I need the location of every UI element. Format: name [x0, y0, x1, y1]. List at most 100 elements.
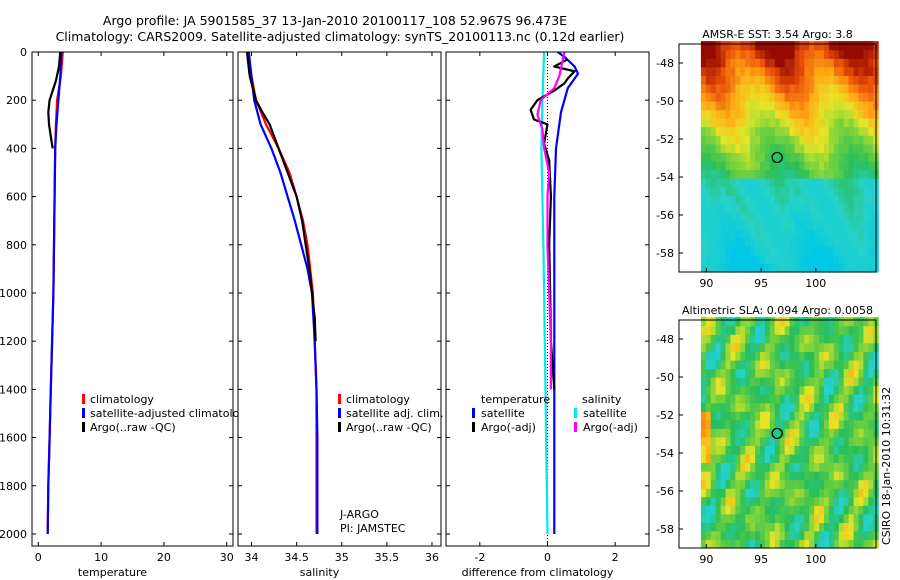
- heatmap-cell: [824, 126, 830, 136]
- heatmap-cell: [838, 325, 845, 335]
- heatmap-cell: [858, 488, 864, 498]
- heatmap-cell: [868, 177, 874, 188]
- heatmap-cell: [774, 462, 781, 472]
- temperature-legend-label: Argo(..raw -QC): [90, 421, 176, 434]
- heatmap-cell: [819, 177, 825, 188]
- heatmap-cell: [745, 220, 751, 230]
- heatmap-cell: [735, 505, 741, 515]
- heatmap-cell: [868, 83, 874, 94]
- heatmap-cell: [799, 385, 805, 395]
- heatmap-cell: [710, 169, 717, 179]
- heatmap-cell: [794, 530, 800, 541]
- heatmap-cell: [784, 220, 791, 230]
- heatmap-cell: [715, 530, 722, 541]
- heatmap-cell: [705, 317, 712, 327]
- heatmap-cell: [720, 41, 727, 51]
- heatmap-cell: [814, 530, 820, 541]
- heatmap-cell: [804, 246, 810, 256]
- heatmap-cell: [750, 246, 756, 256]
- heatmap-cell: [745, 49, 751, 59]
- heatmap-cell: [814, 83, 820, 94]
- amsre-sst-ytick-label: -56: [656, 209, 674, 222]
- heatmap-cell: [814, 411, 820, 421]
- heatmap-cell: [789, 92, 795, 102]
- heatmap-cell: [828, 229, 835, 239]
- heatmap-cell: [853, 496, 860, 506]
- heatmap-cell: [824, 254, 830, 265]
- heatmap-cell: [774, 254, 781, 265]
- heatmap-cell: [705, 212, 712, 222]
- heatmap-cell: [764, 539, 771, 549]
- heatmap-cell: [725, 109, 731, 119]
- heatmap-cell: [858, 351, 864, 361]
- heatmap-cell: [774, 135, 781, 145]
- heatmap-cell: [764, 143, 771, 153]
- heatmap-cell: [725, 212, 731, 222]
- heatmap-cell: [764, 220, 771, 230]
- heatmap-cell: [838, 402, 845, 412]
- heatmap-cell: [705, 160, 712, 170]
- heatmap-cell: [764, 368, 771, 378]
- heatmap-cell: [784, 229, 791, 239]
- heatmap-cell: [789, 229, 795, 239]
- heatmap-cell: [858, 411, 864, 421]
- heatmap-cell: [838, 177, 845, 188]
- heatmap-cell: [760, 522, 766, 532]
- heatmap-cell: [833, 118, 840, 128]
- heatmap-cell: [789, 101, 795, 111]
- heatmap-cell: [848, 462, 855, 472]
- heatmap-cell: [814, 539, 820, 549]
- heatmap-cell: [848, 377, 855, 387]
- heatmap-cell: [789, 186, 795, 196]
- heatmap-cell: [853, 530, 860, 541]
- heatmap-cell: [863, 126, 869, 136]
- heatmap-cell: [745, 385, 751, 395]
- heatmap-cell: [824, 479, 830, 489]
- heatmap-cell: [824, 419, 830, 429]
- heatmap-cell: [769, 317, 776, 327]
- heatmap-cell: [725, 169, 731, 179]
- heatmap-cell: [774, 246, 781, 256]
- heatmap-cell: [819, 263, 825, 273]
- heatmap-cell: [779, 453, 786, 464]
- heatmap-cell: [824, 160, 830, 170]
- heatmap-cell: [863, 160, 869, 170]
- heatmap-cell: [730, 118, 736, 128]
- heatmap-cell: [838, 488, 845, 498]
- heatmap-cell: [863, 334, 869, 344]
- heatmap-cell: [789, 66, 795, 76]
- heatmap-cell: [725, 41, 731, 51]
- heatmap-cell: [700, 75, 707, 85]
- heatmap-cell: [814, 41, 820, 51]
- heatmap-cell: [814, 229, 820, 239]
- heatmap-cell: [750, 419, 756, 429]
- heatmap-cell: [769, 479, 776, 489]
- heatmap-cell: [705, 436, 712, 446]
- heatmap-cell: [858, 186, 864, 196]
- heatmap-cell: [824, 351, 830, 361]
- heatmap-cell: [868, 394, 874, 404]
- heatmap-cell: [833, 75, 840, 85]
- heatmap-cell: [700, 143, 707, 153]
- heatmap-cell: [755, 109, 761, 119]
- heatmap-cell: [863, 152, 869, 162]
- heatmap-cell: [833, 109, 840, 119]
- heatmap-cell: [858, 212, 864, 222]
- heatmap-cell: [779, 169, 786, 179]
- heatmap-cell: [804, 92, 810, 102]
- heatmap-cell: [779, 177, 786, 188]
- heatmap-cell: [725, 394, 731, 404]
- heatmap-cell: [750, 334, 756, 344]
- heatmap-cell: [809, 118, 815, 128]
- temperature-xtick-label: 0: [35, 551, 42, 564]
- heatmap-cell: [710, 385, 717, 395]
- heatmap-cell: [828, 539, 835, 549]
- heatmap-cell: [755, 334, 761, 344]
- heatmap-cell: [819, 169, 825, 179]
- heatmap-cell: [809, 169, 815, 179]
- heatmap-cell: [804, 377, 810, 387]
- heatmap-cell: [715, 479, 722, 489]
- heatmap-cell: [715, 169, 722, 179]
- heatmap-cell: [760, 351, 766, 361]
- heatmap-cell: [760, 411, 766, 421]
